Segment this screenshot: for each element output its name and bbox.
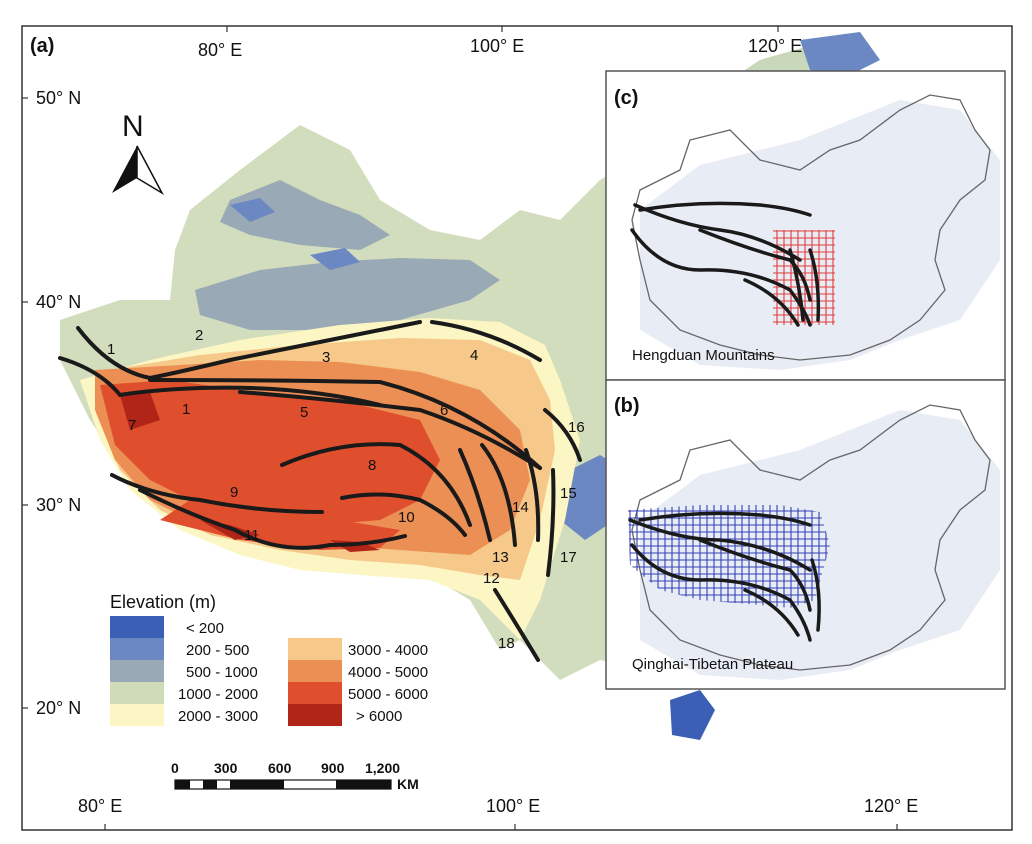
legend-label: 1000 - 2000 bbox=[178, 686, 258, 703]
bottom-lon-120: 120° E bbox=[864, 796, 918, 816]
axis-ticks bbox=[22, 26, 898, 830]
inset-b bbox=[605, 379, 1006, 690]
lat-20: 20° N bbox=[36, 698, 81, 718]
junggar-basin bbox=[220, 180, 390, 250]
region-number: 1 bbox=[107, 341, 115, 358]
inset-c bbox=[605, 70, 1006, 381]
region-number: 16 bbox=[568, 419, 585, 436]
legend-label: 500 - 1000 bbox=[186, 664, 258, 681]
legend-label: 200 - 500 bbox=[186, 642, 249, 659]
fault-lines bbox=[58, 320, 582, 662]
legend-label: > 6000 bbox=[356, 708, 402, 725]
north-arrow-icon bbox=[112, 145, 164, 196]
hainan-island bbox=[670, 690, 715, 740]
lat-30: 30° N bbox=[36, 495, 81, 515]
legend-swatches bbox=[110, 616, 342, 726]
legend-label: 3000 - 4000 bbox=[348, 642, 428, 659]
region-number: 3 bbox=[322, 349, 330, 366]
tarim-basin bbox=[195, 258, 500, 330]
scale-tick: 900 bbox=[321, 760, 345, 776]
peak-1 bbox=[120, 392, 160, 430]
scale-tick: 300 bbox=[214, 760, 238, 776]
northeast-lowland bbox=[800, 32, 880, 75]
top-lon-80: 80° E bbox=[198, 40, 242, 60]
lat-40: 40° N bbox=[36, 292, 81, 312]
scale-tick: 0 bbox=[171, 760, 179, 776]
region-number: 1 bbox=[182, 401, 190, 418]
inset-b-title: Qinghai-Tibetan Plateau bbox=[632, 656, 793, 673]
bottom-lon-100: 100° E bbox=[486, 796, 540, 816]
legend-label: 5000 - 6000 bbox=[348, 686, 428, 703]
region-number: 9 bbox=[230, 484, 238, 501]
scale-bar bbox=[174, 779, 392, 790]
region-number: 10 bbox=[398, 509, 415, 526]
region-number: 12 bbox=[483, 570, 500, 587]
scale-unit: KM bbox=[397, 776, 419, 792]
lat-50: 50° N bbox=[36, 88, 81, 108]
region-number: 17 bbox=[560, 549, 577, 566]
region-number: 18 bbox=[498, 635, 515, 652]
north-label: N bbox=[122, 110, 144, 143]
plateau-5000-6000 bbox=[100, 380, 440, 525]
top-lon-100: 100° E bbox=[470, 36, 524, 56]
low-basin-2 bbox=[310, 248, 360, 270]
bottom-lon-80: 80° E bbox=[78, 796, 122, 816]
region-number: 2 bbox=[195, 327, 203, 344]
legend-label: < 200 bbox=[186, 620, 224, 637]
scale-labels: 0 300 600 900 1,200 KM bbox=[171, 760, 419, 792]
top-lon-120: 120° E bbox=[748, 36, 802, 56]
scale-tick: 1,200 bbox=[365, 760, 400, 776]
region-number: 13 bbox=[492, 549, 509, 566]
region-number: 7 bbox=[128, 417, 136, 434]
region-number: 11 bbox=[244, 527, 260, 544]
region-number: 8 bbox=[368, 457, 376, 474]
region-number: 4 bbox=[470, 347, 478, 364]
legend-labels: < 200 200 - 500 500 - 1000 1000 - 2000 2… bbox=[178, 620, 428, 725]
panel-label-b: (b) bbox=[614, 395, 640, 417]
scale-tick: 600 bbox=[268, 760, 292, 776]
region-number: 5 bbox=[300, 404, 308, 421]
himalaya-high bbox=[160, 500, 400, 550]
inset-c-title: Hengduan Mountains bbox=[632, 347, 775, 364]
region-number: 14 bbox=[512, 499, 529, 516]
panel-label-c: (c) bbox=[614, 87, 638, 109]
legend-label: 4000 - 5000 bbox=[348, 664, 428, 681]
legend-title: Elevation (m) bbox=[110, 592, 216, 612]
panel-label-a: (a) bbox=[30, 35, 54, 57]
region-number: 6 bbox=[440, 402, 448, 419]
region-numbers: 1 2 3 4 1 5 6 16 7 8 9 15 14 10 13 12 17… bbox=[107, 327, 585, 652]
region-number: 15 bbox=[560, 485, 577, 502]
legend-label: 2000 - 3000 bbox=[178, 708, 258, 725]
low-basin-1 bbox=[230, 198, 275, 222]
